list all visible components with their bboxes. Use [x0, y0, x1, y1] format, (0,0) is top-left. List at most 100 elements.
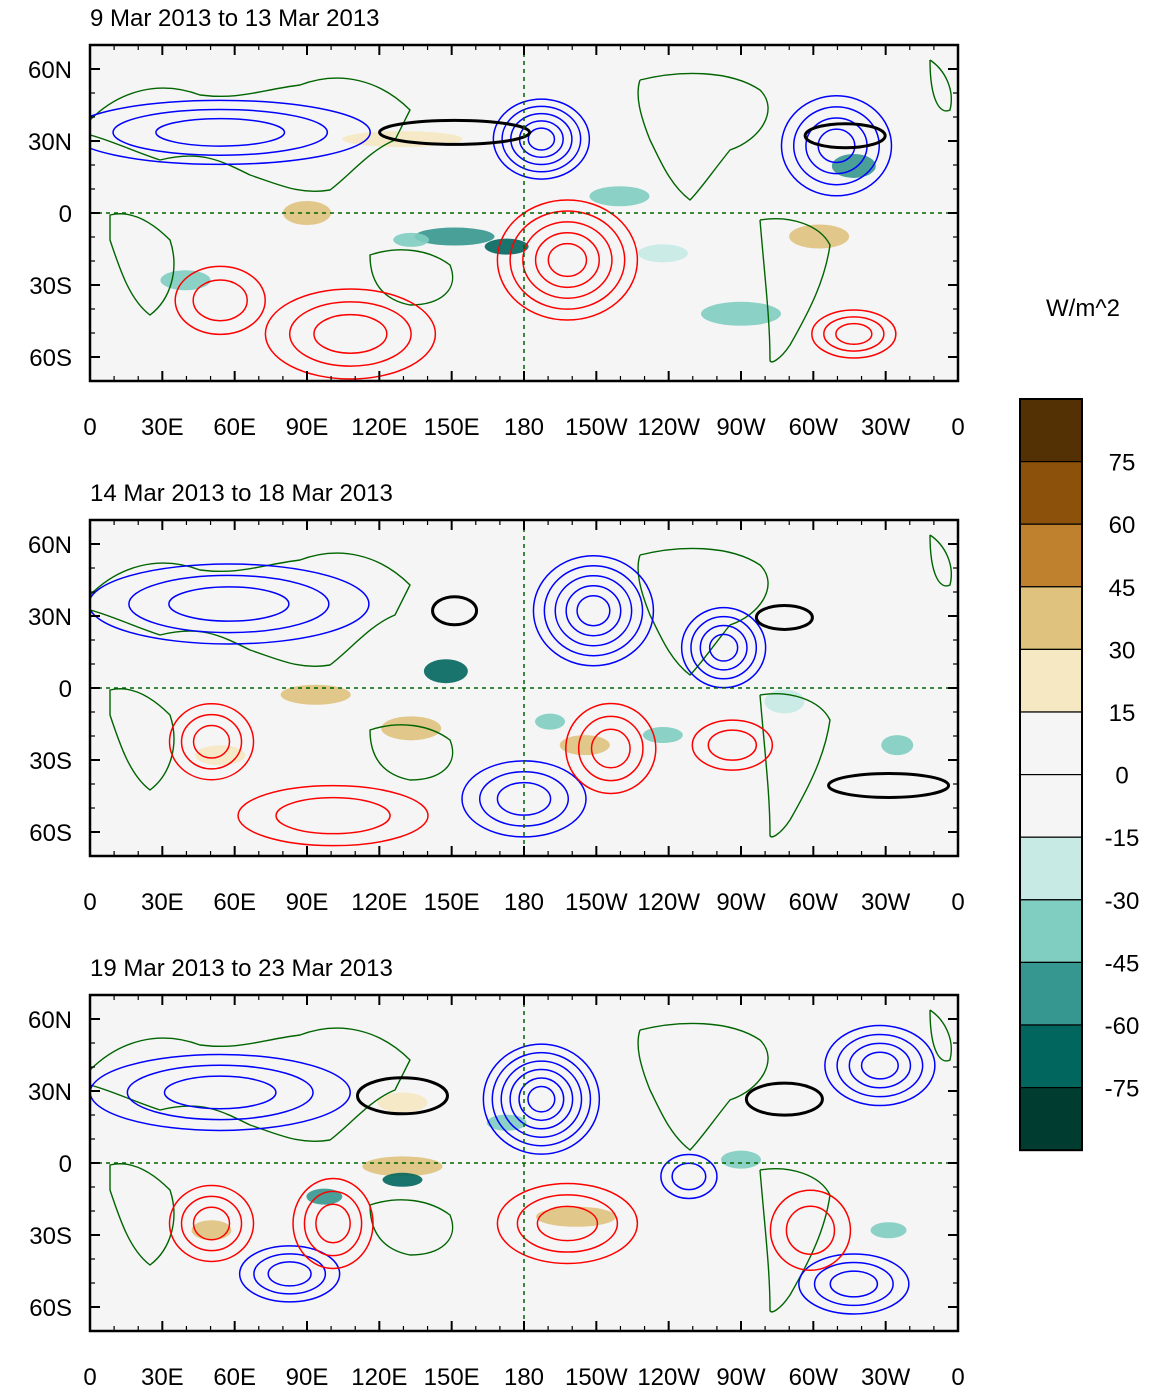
negative-contour: [168, 586, 290, 622]
positive-contour: [264, 288, 437, 380]
colorbar-label: -45: [1105, 950, 1140, 977]
anomaly-shading: [721, 1150, 761, 1169]
zero-contour: [754, 603, 814, 631]
positive-contour: [522, 221, 613, 299]
lon-label: 60E: [213, 414, 256, 441]
colorbar-label: 30: [1109, 637, 1136, 664]
coastline: [759, 693, 831, 838]
colorbar-bin: [1019, 711, 1083, 776]
zero-contour: [803, 122, 887, 150]
lat-label: 60S: [29, 345, 72, 372]
lon-label: 120E: [351, 414, 407, 441]
lat-label: 0: [59, 201, 72, 228]
negative-contour: [699, 624, 748, 671]
positive-contour: [292, 1177, 374, 1270]
lon-label: 60W: [789, 889, 839, 916]
positive-contour: [168, 1184, 255, 1263]
lat-label: 60N: [28, 532, 72, 559]
colorbar-bin: [1019, 1024, 1083, 1089]
anomaly-shading: [280, 684, 351, 705]
negative-contour: [829, 1270, 879, 1298]
positive-contour: [769, 1189, 852, 1271]
colorbar-units: W/m^2: [1046, 295, 1120, 322]
panel-title: 19 Mar 2013 to 23 Mar 2013: [90, 955, 393, 982]
positive-contour: [496, 1182, 639, 1265]
anomaly-shading: [393, 232, 430, 247]
coastline: [637, 547, 769, 676]
lon-label: 0: [83, 1364, 96, 1391]
colorbar-bin: [1019, 836, 1083, 901]
colorbar-bin: [1019, 398, 1083, 463]
negative-contour: [482, 1043, 601, 1155]
positive-contour: [303, 1190, 363, 1257]
lon-label: 90W: [716, 889, 766, 916]
coastline: [759, 1168, 831, 1313]
lon-label: 120W: [637, 414, 700, 441]
negative-contour: [532, 554, 655, 667]
negative-contour: [860, 1051, 899, 1080]
coastline: [637, 72, 769, 201]
negative-contour: [126, 1064, 314, 1121]
positive-contour: [536, 1205, 599, 1242]
negative-contour: [527, 1085, 556, 1113]
positive-contour: [590, 728, 631, 769]
lon-label: 0: [951, 414, 964, 441]
coastline: [929, 1009, 952, 1062]
positive-contour: [313, 313, 388, 354]
colorbar-label: -15: [1105, 825, 1140, 852]
colorbar-label: 0: [1115, 763, 1128, 790]
colorbar-label: 45: [1109, 575, 1136, 602]
coastline: [929, 534, 952, 587]
positive-contour: [180, 1195, 243, 1252]
zero-contour: [355, 1076, 449, 1116]
negative-contour: [824, 1024, 936, 1107]
coastline: [109, 688, 175, 791]
colorbar-bin: [1019, 586, 1083, 650]
lat-label: 30N: [28, 1079, 72, 1106]
negative-contour: [780, 95, 893, 197]
negative-contour: [836, 1033, 924, 1098]
coastline: [369, 1199, 454, 1256]
lat-label: 30S: [29, 1223, 72, 1250]
lon-label: 90E: [286, 1364, 329, 1391]
anomaly-shading: [535, 713, 566, 730]
lon-label: 90W: [716, 1364, 766, 1391]
colorbar-bin: [1019, 461, 1083, 525]
map-area: 60N 30N 0 30S 60S 0 30E 60E 90E 120E 150E 180 150W 12…: [28, 518, 965, 916]
anomaly-shading: [362, 1156, 443, 1177]
positive-contour: [547, 242, 588, 278]
negative-contour: [690, 615, 758, 680]
negative-contour: [554, 574, 633, 647]
colorbar-bin: [1019, 961, 1083, 1026]
negative-contour: [238, 1245, 341, 1303]
positive-contour: [565, 702, 657, 795]
anomaly-shading: [870, 1222, 907, 1239]
negative-contour: [792, 106, 881, 186]
negative-contour: [155, 117, 286, 147]
anomaly-shading: [881, 735, 914, 756]
lon-label: 150E: [424, 414, 480, 441]
positive-contour: [509, 210, 626, 310]
positive-contour: [174, 265, 266, 336]
lat-label: 60N: [28, 57, 72, 84]
anomaly-shading: [160, 270, 211, 291]
positive-contour: [237, 784, 429, 847]
negative-contour: [848, 1042, 912, 1089]
negative-contour: [90, 99, 371, 166]
lat-label: 30S: [29, 748, 72, 775]
lon-label: 90E: [286, 414, 329, 441]
lon-label: 30W: [861, 889, 911, 916]
negative-contour: [813, 1261, 894, 1307]
panel-1: 9 Mar 2013 to 13 Mar 2013 60N 30N 0 30S 60S 0…: [28, 5, 965, 441]
lat-label: 0: [59, 1151, 72, 1178]
lon-label: 30W: [861, 1364, 911, 1391]
negative-contour: [798, 1253, 910, 1315]
lon-label: 180: [504, 414, 544, 441]
anomaly-shading: [306, 1188, 343, 1205]
lon-label: 90W: [716, 414, 766, 441]
positive-contour: [823, 316, 885, 352]
positive-contour: [516, 1194, 619, 1253]
negative-contour: [253, 1253, 327, 1295]
panel-2: 14 Mar 2013 to 18 Mar 2013 60N 30N 0 30S 60S…: [28, 480, 965, 916]
coastline: [929, 59, 952, 112]
